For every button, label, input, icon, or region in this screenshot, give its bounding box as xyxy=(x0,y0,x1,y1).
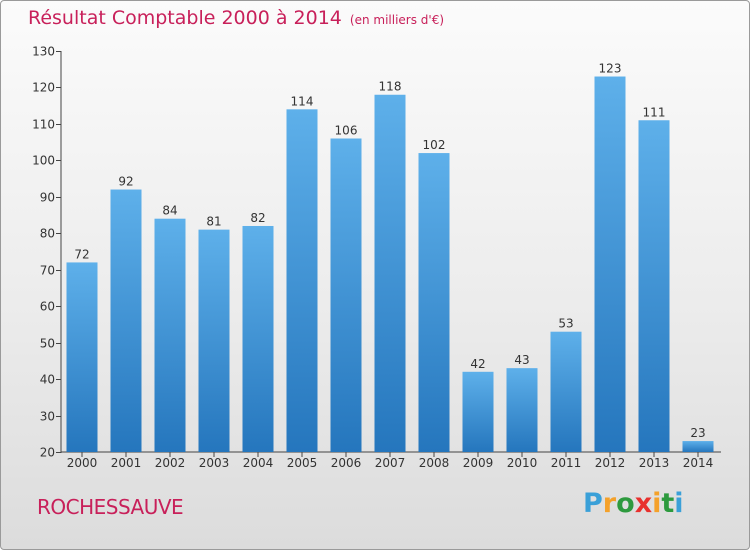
y-tick-label: 120 xyxy=(32,81,55,95)
bar-value-label: 118 xyxy=(379,80,402,94)
y-tick-label: 80 xyxy=(40,227,55,241)
chart-subtitle: (en milliers d'€) xyxy=(349,13,445,27)
y-tick-label: 90 xyxy=(40,191,55,205)
bar xyxy=(550,331,582,452)
logo-letter: P xyxy=(583,488,603,519)
bar-value-label: 82 xyxy=(250,211,265,225)
y-tick-label: 110 xyxy=(32,118,55,132)
bar-value-label: 102 xyxy=(423,138,446,152)
x-tick-label: 2001 xyxy=(111,456,142,470)
bar xyxy=(594,76,626,452)
x-tick-label: 2011 xyxy=(551,456,582,470)
x-tick-label: 2014 xyxy=(683,456,714,470)
bar-value-label: 111 xyxy=(643,105,666,119)
x-tick-label: 2005 xyxy=(287,456,318,470)
bar xyxy=(330,138,362,452)
logo-letter: i xyxy=(674,488,684,519)
bar-value-label: 43 xyxy=(514,353,529,367)
bar xyxy=(66,262,98,452)
x-tick-label: 2003 xyxy=(199,456,230,470)
bar xyxy=(286,109,318,452)
y-tick-label: 100 xyxy=(32,154,55,168)
bar-value-label: 123 xyxy=(599,62,622,76)
bar-value-label: 84 xyxy=(162,204,177,218)
x-tick-label: 2000 xyxy=(67,456,98,470)
bar-value-label: 72 xyxy=(74,247,89,261)
logo-letter: x xyxy=(634,488,653,519)
x-tick-label: 2009 xyxy=(463,456,494,470)
chart-title-text: Résultat Comptable 2000 à 2014 xyxy=(28,7,342,29)
logo-letter: t xyxy=(661,488,675,519)
chart-title: Résultat Comptable 2000 à 2014 (en millie… xyxy=(28,7,444,29)
x-tick-label: 2010 xyxy=(507,456,538,470)
logo-letter: i xyxy=(652,488,662,519)
x-tick-label: 2002 xyxy=(155,456,186,470)
logo-letter: o xyxy=(616,488,635,519)
bar xyxy=(418,153,450,452)
y-tick-label: 30 xyxy=(40,410,55,424)
x-tick-label: 2004 xyxy=(243,456,274,470)
proxiti-logo: Proxiti xyxy=(583,488,684,519)
x-tick-label: 2007 xyxy=(375,456,406,470)
bar xyxy=(110,189,142,452)
x-tick-label: 2008 xyxy=(419,456,450,470)
bar xyxy=(198,229,230,452)
bar xyxy=(374,94,406,452)
y-tick-label: 50 xyxy=(40,337,55,351)
y-tick-label: 60 xyxy=(40,300,55,314)
x-tick-label: 2006 xyxy=(331,456,362,470)
bar xyxy=(638,120,670,452)
bar-value-label: 23 xyxy=(690,426,705,440)
y-tick-label: 70 xyxy=(40,264,55,278)
bar xyxy=(682,441,714,452)
bar xyxy=(242,225,274,452)
y-tick-label: 40 xyxy=(40,373,55,387)
bar xyxy=(154,218,186,452)
bar-value-label: 106 xyxy=(335,123,358,137)
y-tick-label: 130 xyxy=(32,45,55,59)
bar-value-label: 114 xyxy=(291,94,314,108)
bar-value-label: 92 xyxy=(118,175,133,189)
logo-letter: r xyxy=(602,488,617,519)
y-tick-label: 20 xyxy=(40,446,55,460)
bar-value-label: 81 xyxy=(206,215,221,229)
x-tick-label: 2013 xyxy=(639,456,670,470)
x-tick-label: 2012 xyxy=(595,456,626,470)
bar-value-label: 53 xyxy=(558,317,573,331)
bar xyxy=(462,371,494,452)
commune-name: ROCHESSAUVE xyxy=(37,495,184,519)
bar-value-label: 42 xyxy=(470,357,485,371)
bar xyxy=(506,368,538,452)
